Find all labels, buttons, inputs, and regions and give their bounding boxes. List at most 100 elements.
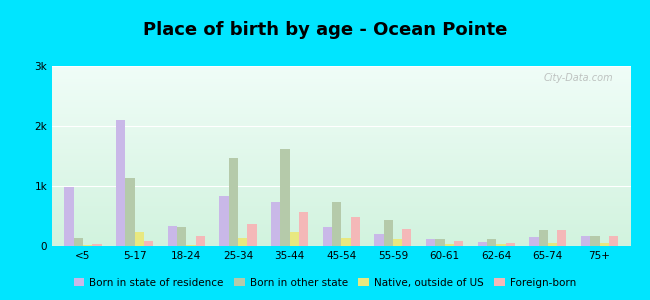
Bar bbox=[478, 242, 487, 246]
Bar bbox=[52, 164, 630, 165]
Bar bbox=[52, 78, 630, 79]
Bar bbox=[52, 175, 630, 176]
Bar bbox=[52, 200, 630, 201]
Bar bbox=[52, 119, 630, 120]
Bar bbox=[52, 136, 630, 137]
Bar bbox=[52, 172, 630, 173]
Bar bbox=[52, 198, 630, 199]
Bar bbox=[52, 118, 630, 119]
Bar bbox=[52, 93, 630, 94]
Bar bbox=[341, 238, 350, 246]
Bar bbox=[52, 97, 630, 98]
Bar bbox=[52, 207, 630, 208]
Bar bbox=[52, 211, 630, 212]
Bar bbox=[52, 179, 630, 180]
Bar bbox=[402, 229, 411, 246]
Bar bbox=[52, 225, 630, 226]
Bar bbox=[52, 91, 630, 92]
Bar bbox=[374, 234, 384, 246]
Bar bbox=[52, 135, 630, 136]
Bar bbox=[52, 116, 630, 117]
Bar bbox=[52, 174, 630, 175]
Bar bbox=[52, 85, 630, 86]
Bar bbox=[52, 112, 630, 113]
Bar bbox=[52, 239, 630, 240]
Bar bbox=[52, 105, 630, 106]
Bar bbox=[52, 182, 630, 183]
Bar bbox=[52, 167, 630, 168]
Bar bbox=[52, 130, 630, 131]
Bar bbox=[52, 158, 630, 159]
Bar bbox=[52, 242, 630, 243]
Bar bbox=[393, 239, 402, 246]
Bar bbox=[52, 153, 630, 154]
Bar bbox=[52, 138, 630, 139]
Text: City-Data.com: City-Data.com bbox=[543, 73, 613, 83]
Bar bbox=[539, 230, 548, 246]
Bar bbox=[52, 181, 630, 182]
Bar bbox=[52, 137, 630, 138]
Bar bbox=[52, 131, 630, 132]
Bar bbox=[350, 217, 360, 246]
Bar bbox=[52, 142, 630, 143]
Bar bbox=[52, 189, 630, 190]
Bar bbox=[229, 158, 238, 246]
Bar bbox=[52, 148, 630, 149]
Bar bbox=[52, 195, 630, 196]
Bar bbox=[52, 187, 630, 188]
Bar bbox=[52, 210, 630, 211]
Bar bbox=[52, 145, 630, 146]
Bar bbox=[52, 111, 630, 112]
Bar bbox=[609, 236, 618, 246]
Bar bbox=[52, 185, 630, 186]
Bar bbox=[52, 94, 630, 95]
Bar bbox=[52, 216, 630, 217]
Bar bbox=[52, 188, 630, 189]
Bar bbox=[52, 139, 630, 140]
Bar bbox=[52, 208, 630, 209]
Bar bbox=[52, 106, 630, 107]
Bar bbox=[52, 180, 630, 181]
Bar bbox=[52, 122, 630, 123]
Bar bbox=[52, 151, 630, 152]
Bar bbox=[52, 227, 630, 228]
Bar bbox=[52, 205, 630, 206]
Bar bbox=[52, 221, 630, 222]
Bar bbox=[83, 245, 92, 246]
Bar bbox=[52, 223, 630, 224]
Bar bbox=[52, 228, 630, 229]
Bar bbox=[52, 141, 630, 142]
Bar bbox=[52, 83, 630, 84]
Bar bbox=[52, 163, 630, 164]
Text: Place of birth by age - Ocean Pointe: Place of birth by age - Ocean Pointe bbox=[143, 21, 507, 39]
Bar bbox=[52, 241, 630, 242]
Bar bbox=[52, 90, 630, 91]
Bar bbox=[52, 100, 630, 101]
Bar bbox=[52, 117, 630, 118]
Bar bbox=[426, 239, 436, 246]
Bar bbox=[52, 127, 630, 128]
Bar bbox=[52, 102, 630, 103]
Bar bbox=[487, 239, 496, 246]
Bar bbox=[529, 237, 539, 246]
Bar bbox=[52, 204, 630, 205]
Bar bbox=[144, 241, 153, 246]
Bar bbox=[52, 236, 630, 237]
Bar bbox=[116, 120, 125, 246]
Bar bbox=[52, 234, 630, 235]
Bar bbox=[52, 203, 630, 204]
Bar bbox=[52, 197, 630, 198]
Bar bbox=[454, 241, 463, 246]
Bar bbox=[52, 240, 630, 241]
Bar bbox=[271, 202, 280, 246]
Bar bbox=[52, 115, 630, 116]
Bar bbox=[52, 224, 630, 225]
Bar bbox=[52, 169, 630, 170]
Bar bbox=[52, 199, 630, 200]
Bar bbox=[52, 81, 630, 82]
Bar bbox=[52, 124, 630, 125]
Bar bbox=[52, 133, 630, 134]
Bar bbox=[52, 146, 630, 147]
Bar bbox=[52, 170, 630, 171]
Bar bbox=[52, 186, 630, 187]
